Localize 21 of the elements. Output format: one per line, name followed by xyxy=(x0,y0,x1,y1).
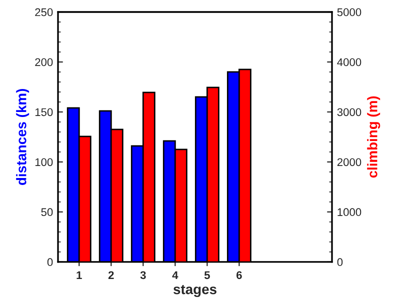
x-tick-label: 4 xyxy=(172,271,178,279)
x-tick-label: 2 xyxy=(108,271,114,279)
y-axis-title: distances (km) xyxy=(16,89,30,186)
x-axis-title: stages xyxy=(173,285,216,298)
y2-tick-label: 1000 xyxy=(338,208,362,216)
y-tick-label: 100 xyxy=(35,158,53,166)
y2-tick-label: 3000 xyxy=(337,108,362,116)
y2-tick-label: 2000 xyxy=(337,158,362,166)
x-tick-label: 1 xyxy=(76,271,82,279)
x-tick-label: 5 xyxy=(204,271,210,280)
y2-tick-label: 5000 xyxy=(337,8,362,16)
y-tick-label: 150 xyxy=(35,108,53,116)
y2-axis-title: climbing (m) xyxy=(367,96,380,178)
y-tick-label: 200 xyxy=(35,58,53,66)
x-tick-label: 6 xyxy=(236,271,242,280)
y2-tick-label: 0 xyxy=(337,258,343,266)
y-tick-label: 250 xyxy=(35,8,53,16)
y-tick-label: 0 xyxy=(47,258,53,266)
x-tick-label: 3 xyxy=(140,271,146,280)
y2-tick-label: 4000 xyxy=(337,58,362,66)
y-tick-label: 50 xyxy=(41,208,53,216)
